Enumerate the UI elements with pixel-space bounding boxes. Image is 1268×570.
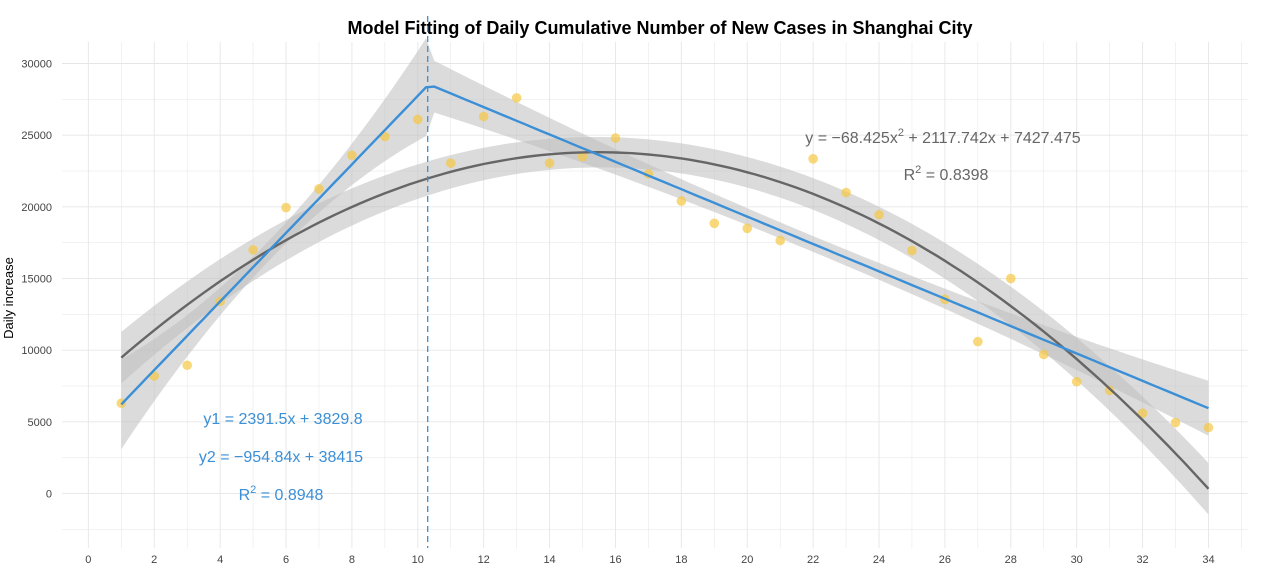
data-point [182,360,192,371]
data-point [413,114,423,125]
x-tick-label: 0 [85,554,91,566]
data-point [709,218,720,229]
x-tick-label: 22 [807,554,819,566]
data-point [577,151,588,162]
x-tick-label: 2 [151,554,157,566]
segmented-fit-line [120,85,1209,410]
x-tick-label: 14 [543,554,555,566]
y-tick-label: 10000 [21,345,52,357]
data-point [841,187,851,198]
data-point [874,209,884,220]
data-point [1038,349,1049,360]
x-tick-label: 10 [412,554,424,566]
data-point [808,154,818,164]
quadratic-fit-line [120,150,1210,490]
data-point [445,158,456,168]
y-tick-label: 25000 [21,130,52,142]
data-point [1071,376,1082,387]
data-point [610,133,621,143]
x-tick-label: 6 [283,554,289,566]
data-point [1170,417,1181,428]
data-point [314,184,324,194]
y-tick-label: 20000 [21,202,52,214]
x-tick-label: 18 [675,554,687,566]
y-tick-label: 5000 [28,417,52,429]
y-tick-label: 15000 [21,274,52,286]
data-points [116,93,1214,433]
x-tick-label: 34 [1202,554,1214,566]
y2-equation: y2 = −954.84x + 38415 [199,449,363,466]
data-point [511,93,522,103]
data-point [676,196,687,206]
x-tick-label: 8 [349,554,355,566]
x-tick-label: 26 [939,554,951,566]
data-point [281,202,291,213]
data-point [248,245,258,255]
x-tick-label: 20 [741,554,753,566]
x-tick-label: 12 [478,554,490,566]
x-tick-label: 24 [873,554,885,566]
data-point [1203,422,1214,433]
quadratic-equation: y = −68.425x2 + 2117.742x + 7427.475 [805,127,1080,147]
blue-r2-label: R2 = 0.8948 [239,484,324,504]
y-tick-label: 0 [46,489,52,501]
x-tick-label: 16 [609,554,621,566]
data-point [1137,408,1148,419]
data-point [907,245,917,256]
fit-lines [120,16,1210,548]
y-tick-label: 30000 [21,59,52,71]
x-tick-label: 32 [1136,554,1148,566]
chart-title: Model Fitting of Daily Cumulative Number… [347,18,972,38]
y-axis-label: Daily increase [1,257,16,339]
y1-equation: y1 = 2391.5x + 3829.8 [203,411,362,428]
data-point [478,111,489,122]
data-point [544,158,555,168]
axis-ticks: 0 2 4 6 8 10 12 14 16 18 20 22 24 26 28 30 32 34050001000… [21,59,1214,566]
data-point [347,150,357,161]
x-tick-label: 4 [217,554,223,566]
data-point [775,235,785,246]
gray-r2-label: R2 = 0.8398 [904,164,989,184]
grid-lines [62,42,1248,548]
x-tick-label: 30 [1071,554,1083,566]
x-tick-label: 28 [1005,554,1017,566]
data-point [742,223,753,234]
confidence-bands [121,38,1209,515]
segmented-confidence-band [121,38,1209,450]
data-point [1006,273,1016,284]
data-point [973,336,983,347]
